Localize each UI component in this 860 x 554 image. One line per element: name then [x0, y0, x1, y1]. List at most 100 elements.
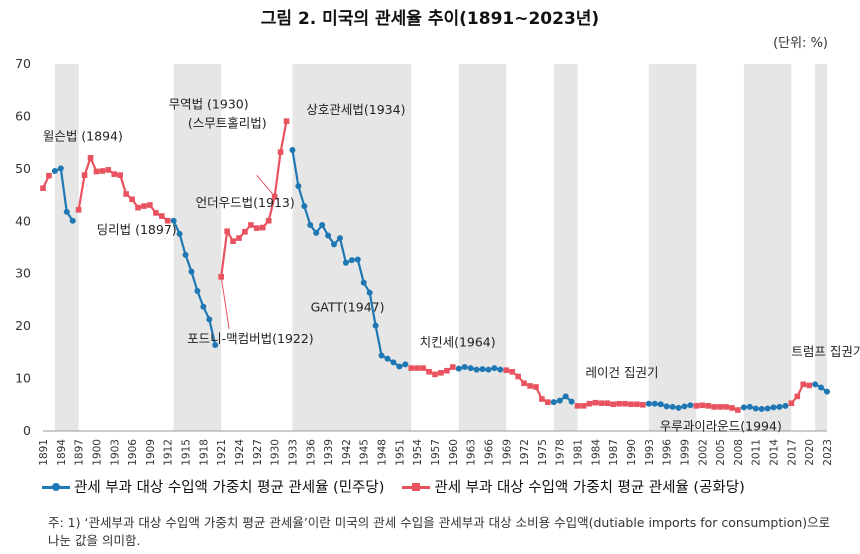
democratic-point	[200, 303, 207, 310]
democratic-point	[752, 405, 759, 412]
republican-point	[592, 399, 599, 406]
democratic-point	[354, 256, 361, 263]
x-tick-label: 2023	[822, 439, 834, 466]
democratic-point	[188, 268, 195, 275]
republican-point	[224, 228, 230, 235]
legend-swatch-republican	[402, 481, 431, 493]
x-tick-label: 1948	[377, 439, 389, 466]
republican-point	[699, 402, 706, 409]
democratic-point	[568, 398, 575, 405]
annotation-label: 무역법 (1930)	[169, 97, 249, 112]
democratic-point	[176, 230, 183, 237]
republican-point	[438, 370, 444, 376]
x-tick-label: 1972	[519, 439, 531, 466]
x-tick-label: 2011	[751, 439, 763, 466]
democratic-point	[550, 399, 557, 406]
republican-line-segment	[77, 154, 169, 222]
republican-point	[574, 403, 581, 409]
annotation-label: (스무트홀리법)	[188, 116, 267, 131]
x-tick-label: 2005	[715, 439, 727, 466]
democratic-point	[746, 403, 753, 410]
republican-point	[117, 172, 124, 178]
republican-line-segment	[790, 383, 810, 404]
democratic-point	[372, 322, 379, 329]
x-tick-label: 1966	[483, 439, 495, 466]
republican-point	[800, 381, 807, 388]
republican-point	[105, 167, 112, 173]
x-tick-label: 1894	[56, 439, 68, 466]
annotation-label: GATT(1947)	[311, 300, 385, 315]
republican-point	[283, 118, 290, 124]
republican-point	[580, 403, 587, 409]
democratic-point	[681, 403, 688, 410]
republican-point	[539, 396, 545, 402]
democratic-point	[342, 259, 349, 266]
x-tick-label: 1921	[216, 439, 228, 466]
republican-point	[610, 401, 616, 408]
republican-point	[81, 172, 88, 178]
x-tick-label: 1957	[430, 439, 442, 466]
democratic-point	[491, 365, 498, 372]
x-tick-label: 1915	[181, 439, 193, 466]
x-tick-label: 1903	[109, 439, 121, 466]
x-tick-label: 1963	[466, 439, 478, 466]
democratic-point	[331, 241, 338, 248]
x-tick-label: 1975	[537, 439, 549, 466]
shade-period-3	[458, 64, 507, 431]
x-tick-label: 1906	[127, 439, 139, 466]
x-tick-label: 1936	[305, 439, 317, 466]
y-tick-label: 30	[15, 266, 31, 281]
democratic-point	[782, 402, 789, 409]
chart-title: 그림 2. 미국의 관세율 추이(1891~2023년)	[260, 9, 600, 29]
x-tick-label: 2017	[786, 439, 798, 466]
democratic-point	[360, 279, 367, 286]
x-tick-label: 1984	[590, 439, 602, 466]
democratic-line-segment	[553, 395, 573, 404]
democratic-point	[497, 366, 504, 373]
republican-point	[432, 371, 438, 378]
republican-point	[242, 228, 248, 235]
republican-point	[254, 225, 260, 231]
democratic-point	[301, 203, 308, 210]
shade-period-1	[173, 64, 222, 431]
democratic-point	[295, 183, 302, 190]
republican-point	[735, 407, 741, 413]
annotation-label: 윌슨법 (1894)	[43, 128, 123, 143]
footnote: 주: 1) ‘관세부과 대상 수입액 가중치 평균 관세율’이란 미국의 관세 …	[48, 515, 831, 548]
republican-point	[46, 172, 52, 179]
republican-point	[87, 155, 94, 161]
democratic-point	[396, 363, 403, 370]
annotation-label: 치킨세(1964)	[420, 335, 496, 350]
democratic-point	[69, 217, 76, 224]
republican-point	[408, 365, 415, 371]
y-tick-label: 20	[15, 318, 31, 333]
x-tick-label: 1987	[608, 439, 620, 466]
republican-point	[527, 383, 533, 389]
republican-point	[598, 400, 605, 407]
democratic-point	[645, 400, 652, 407]
x-tick-label: 1978	[555, 439, 567, 466]
democratic-point	[663, 403, 670, 410]
unit-label: (단위: %)	[773, 36, 828, 51]
republican-point	[586, 400, 593, 407]
democratic-point	[687, 402, 694, 409]
shade-period-5	[648, 64, 697, 431]
shade-period-2	[292, 64, 412, 431]
democratic-point	[485, 366, 492, 373]
democratic-point	[378, 352, 385, 359]
x-tick-label: 1900	[91, 439, 103, 466]
tariff-line-chart: 0 10 20 30 40 50 60 70 1891 1894 1897 1900 1903 1906 1…	[15, 56, 860, 466]
x-tick-label: 1891	[38, 439, 50, 466]
republican-point	[622, 400, 628, 407]
republican-point	[616, 400, 622, 407]
democratic-point	[467, 365, 474, 372]
x-tick-label: 2020	[804, 439, 816, 466]
x-tick-label: 1933	[287, 439, 299, 466]
y-tick-label: 70	[15, 56, 31, 71]
republican-point	[806, 382, 812, 389]
democratic-line-segment	[54, 166, 74, 222]
annotation-label: 포드니-맥컴버법(1922)	[187, 331, 314, 346]
republican-point	[711, 404, 717, 410]
democratic-point	[319, 221, 326, 228]
republican-point	[420, 365, 426, 371]
